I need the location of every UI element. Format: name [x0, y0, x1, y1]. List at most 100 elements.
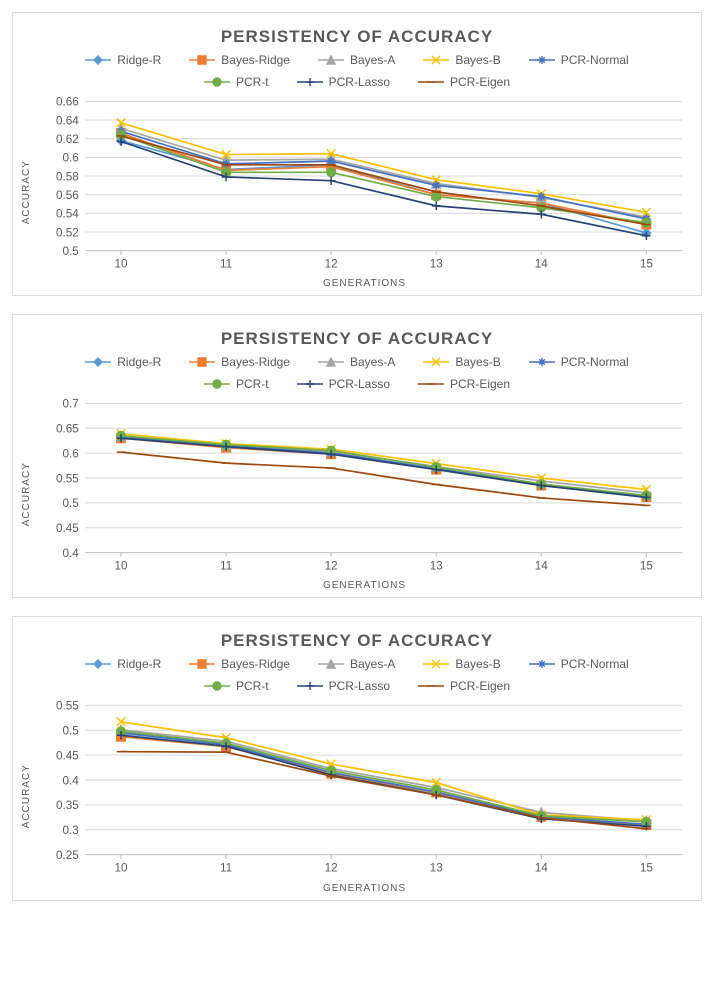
series-marker [432, 202, 441, 211]
svg-text:0.65: 0.65 [56, 423, 79, 436]
chart-panel: PERSISTENCY OF ACCURACYRidge-RBayes-Ridg… [12, 314, 702, 598]
legend-swatch [318, 659, 344, 669]
svg-text:13: 13 [430, 862, 443, 875]
svg-text:0.6: 0.6 [62, 152, 78, 165]
legend-label: PCR-Lasso [329, 75, 390, 89]
series-marker [642, 218, 651, 227]
chart-panel: PERSISTENCY OF ACCURACY Ridge-R Bayes-Ridg… [12, 12, 702, 296]
svg-text:12: 12 [325, 258, 338, 271]
legend-item: PCR-Eigen [418, 679, 510, 693]
svg-text:12: 12 [325, 862, 338, 875]
legend-swatch [529, 357, 555, 367]
svg-text:15: 15 [640, 258, 654, 271]
legend-item: PCR-Eigen [418, 75, 510, 89]
legend-swatch [85, 357, 111, 367]
legend-item: Bayes-B [423, 657, 500, 671]
legend-label: Bayes-Ridge [221, 355, 290, 369]
legend-label: PCR-Normal [561, 53, 629, 67]
legend-label: Bayes-Ridge [221, 53, 290, 67]
legend-item: Bayes-A [318, 657, 395, 671]
svg-text:0.62: 0.62 [56, 133, 79, 146]
svg-text:0.35: 0.35 [56, 800, 79, 813]
svg-text:0.54: 0.54 [56, 208, 79, 221]
svg-text:0.3: 0.3 [62, 825, 78, 838]
series-line [121, 438, 646, 497]
legend-label: Bayes-B [455, 53, 500, 67]
legend-label: PCR-Eigen [450, 679, 510, 693]
x-axis-label: GENERATIONS [34, 580, 695, 591]
svg-text:0.7: 0.7 [62, 398, 78, 411]
legend-item: PCR-Eigen [418, 377, 510, 391]
y-axis-label: ACCURACY [19, 95, 34, 289]
svg-text:11: 11 [220, 258, 232, 271]
series-marker [327, 176, 336, 185]
legend-label: Ridge-R [117, 355, 161, 369]
legend-swatch [529, 55, 555, 65]
legend-item: Bayes-Ridge [189, 53, 290, 67]
legend-label: PCR-Lasso [329, 377, 390, 391]
legend-swatch [297, 681, 323, 691]
svg-text:0.5: 0.5 [62, 497, 79, 510]
svg-text:10: 10 [114, 258, 128, 271]
svg-text:11: 11 [220, 862, 232, 875]
svg-text:0.4: 0.4 [62, 775, 79, 788]
legend-item: Ridge-R [85, 657, 161, 671]
legend-label: PCR-Normal [561, 657, 629, 671]
legend-item: PCR-Normal [529, 53, 629, 67]
legend-item: Bayes-A [318, 53, 395, 67]
svg-text:15: 15 [640, 560, 654, 573]
legend-label: Bayes-A [350, 355, 395, 369]
legend-item: Bayes-A [318, 355, 395, 369]
svg-text:11: 11 [220, 560, 232, 573]
svg-text:0.66: 0.66 [56, 96, 79, 109]
legend: Ridge-R Bayes-Ridge Bayes-A Bayes-B PCR-Norm… [77, 53, 637, 89]
legend-label: Bayes-B [455, 355, 500, 369]
legend-swatch [423, 357, 449, 367]
legend-item: Bayes-B [423, 53, 500, 67]
legend-item: PCR-t [204, 75, 269, 89]
chart-plot: 0.250.30.350.40.450.50.55101112131415 [34, 699, 695, 880]
legend-item: PCR-Normal [529, 355, 629, 369]
legend-swatch [418, 379, 444, 389]
chart-title: PERSISTENCY OF ACCURACY [19, 631, 695, 651]
svg-text:0.55: 0.55 [56, 700, 79, 713]
svg-text:10: 10 [114, 862, 128, 875]
svg-text:14: 14 [535, 862, 549, 875]
svg-text:0.5: 0.5 [62, 725, 79, 738]
svg-text:0.6: 0.6 [62, 448, 78, 461]
legend-item: PCR-t [204, 679, 269, 693]
svg-text:12: 12 [325, 560, 338, 573]
legend-label: Bayes-A [350, 53, 395, 67]
legend-item: Bayes-B [423, 355, 500, 369]
series-marker [432, 192, 441, 201]
legend-swatch [529, 659, 555, 669]
legend: Ridge-R Bayes-Ridge Bayes-A Bayes-B PCR-Norm… [77, 657, 637, 693]
svg-text:14: 14 [535, 258, 549, 271]
legend-label: Ridge-R [117, 53, 161, 67]
y-axis-label: ACCURACY [19, 699, 34, 893]
legend-item: PCR-Normal [529, 657, 629, 671]
legend-label: Ridge-R [117, 657, 161, 671]
legend-item: Bayes-Ridge [189, 657, 290, 671]
legend-swatch [423, 55, 449, 65]
legend-label: Bayes-B [455, 657, 500, 671]
series-line [121, 734, 646, 826]
legend-swatch [189, 55, 215, 65]
legend-item: PCR-Lasso [297, 679, 390, 693]
svg-text:0.58: 0.58 [56, 170, 79, 183]
legend-swatch [418, 681, 444, 691]
svg-text:10: 10 [114, 560, 128, 573]
svg-text:0.45: 0.45 [56, 522, 79, 535]
legend-label: PCR-Eigen [450, 75, 510, 89]
legend-label: PCR-Eigen [450, 377, 510, 391]
chart-title: PERSISTENCY OF ACCURACY [19, 27, 695, 47]
x-axis-label: GENERATIONS [34, 278, 695, 289]
svg-text:14: 14 [535, 560, 549, 573]
legend-item: Ridge-R [85, 355, 161, 369]
svg-text:13: 13 [430, 560, 443, 573]
legend-swatch [204, 681, 230, 691]
legend-label: Bayes-A [350, 657, 395, 671]
svg-text:0.56: 0.56 [56, 189, 79, 202]
legend-swatch [204, 77, 230, 87]
legend-swatch [318, 55, 344, 65]
